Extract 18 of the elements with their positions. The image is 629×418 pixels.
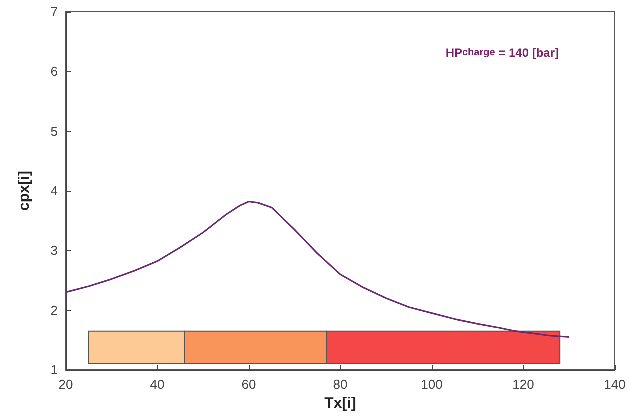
y-tick-label: 7 bbox=[50, 4, 58, 20]
x-tick-label: 40 bbox=[150, 377, 165, 392]
y-axis-title: cpx[i] bbox=[16, 170, 33, 212]
x-tick-label: 20 bbox=[58, 377, 74, 392]
y-tick-label: 6 bbox=[50, 64, 58, 80]
y-tick-label: 5 bbox=[50, 124, 58, 139]
x-tick-label: 120 bbox=[512, 377, 534, 392]
y-tick-label: 2 bbox=[50, 302, 58, 318]
annotation: HPcharge = 140 [bar] bbox=[446, 46, 560, 60]
y-tick-label: 1 bbox=[50, 362, 58, 378]
line-series bbox=[65, 200, 570, 338]
x-tick-label: 80 bbox=[333, 377, 348, 392]
x-tick-label: 140 bbox=[604, 377, 626, 392]
y-tick-label: 3 bbox=[50, 243, 58, 258]
x-axis-title: Tx[i] bbox=[324, 394, 356, 412]
y-tick-label: 4 bbox=[50, 184, 58, 198]
x-tick-label: 60 bbox=[242, 377, 256, 392]
x-tick-label: 100 bbox=[421, 377, 443, 392]
